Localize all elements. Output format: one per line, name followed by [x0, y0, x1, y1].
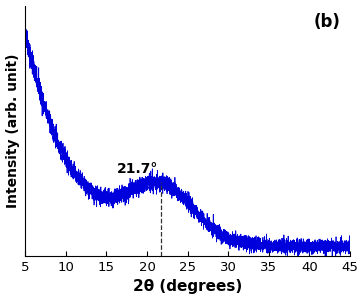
Y-axis label: Intensity (arb. unit): Intensity (arb. unit): [5, 53, 20, 208]
Text: 21.7°: 21.7°: [117, 162, 158, 176]
X-axis label: 2θ (degrees): 2θ (degrees): [133, 279, 242, 294]
Text: (b): (b): [313, 13, 340, 31]
